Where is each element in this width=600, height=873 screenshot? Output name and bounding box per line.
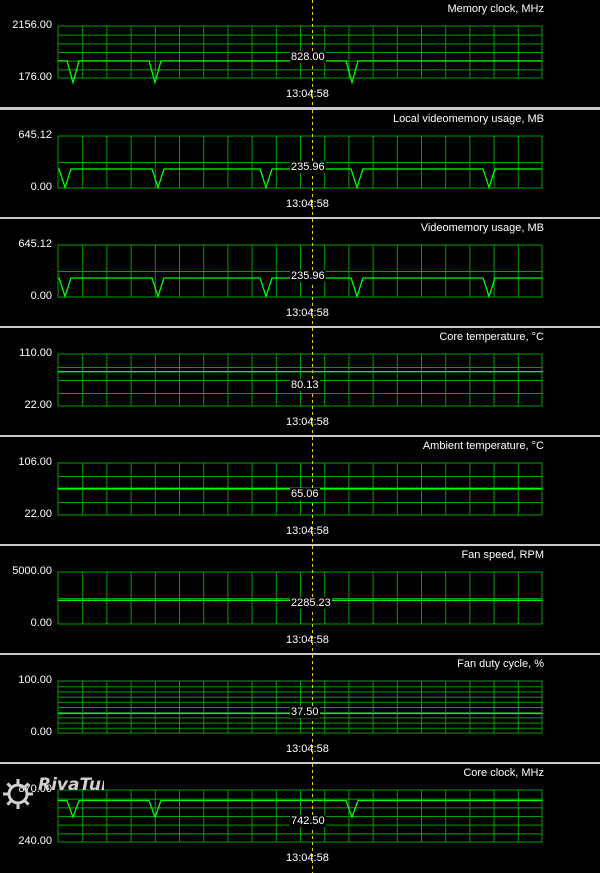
cursor-time-label: 13:04:58 bbox=[286, 88, 329, 100]
videomemory-graph[interactable]: Videomemory usage, MB 645.12 0.00 235.96 13:… bbox=[0, 219, 600, 326]
current-value-readout: 65.06 bbox=[290, 488, 320, 500]
graph-title: Core clock, MHz bbox=[463, 767, 544, 779]
y-axis-min-label: 0.00 bbox=[30, 617, 52, 629]
core-clock-series-line bbox=[58, 799, 542, 820]
logo-text: RivaTuner bbox=[38, 775, 104, 795]
cursor-time-label: 13:04:58 bbox=[286, 525, 329, 537]
rivatuner-logo: RivaTuner bbox=[3, 775, 104, 809]
memory-clock-graph[interactable]: Memory clock, MHz 2156.00 176.00 828.00 13:0… bbox=[0, 0, 600, 107]
core-temperature-plot bbox=[57, 328, 543, 435]
y-axis-min-label: 22.00 bbox=[24, 508, 52, 520]
graph-title: Fan speed, RPM bbox=[461, 549, 544, 561]
y-axis-min-label: 0.00 bbox=[30, 181, 52, 193]
fan-duty-cycle-plot bbox=[57, 655, 543, 762]
core-temperature-graph[interactable]: Core temperature, °C 110.00 22.00 80.13 13:0… bbox=[0, 328, 600, 435]
gear-icon bbox=[3, 779, 33, 809]
y-axis-min-label: 176.00 bbox=[18, 71, 52, 83]
y-axis-min-label: 22.00 bbox=[24, 399, 52, 411]
local-videomemory-graph[interactable]: Local videomemory usage, MB 645.12 0.00 235… bbox=[0, 110, 600, 217]
current-value-readout: 742.50 bbox=[290, 815, 326, 827]
graph-title: Ambient temperature, °C bbox=[422, 440, 544, 452]
current-value-readout: 235.96 bbox=[290, 270, 326, 282]
cursor-time-label: 13:04:58 bbox=[286, 634, 329, 646]
y-axis-max-label: 2156.00 bbox=[12, 19, 52, 31]
cursor-time-label: 13:04:58 bbox=[286, 743, 329, 755]
graph-title: Memory clock, MHz bbox=[447, 3, 544, 15]
current-value-readout: 80.13 bbox=[290, 379, 320, 391]
y-axis-min-label: 240.00 bbox=[18, 835, 52, 847]
fan-speed-graph[interactable]: Fan speed, RPM 5000.00 0.00 2285.23 13:04:58 bbox=[0, 546, 600, 653]
cursor-time-label: 13:04:58 bbox=[286, 852, 329, 864]
y-axis-max-label: 110.00 bbox=[19, 347, 52, 359]
y-axis-max-label: 645.12 bbox=[18, 129, 52, 141]
current-value-readout: 37.50 bbox=[290, 706, 320, 718]
y-axis-max-label: 5000.00 bbox=[12, 565, 52, 577]
y-axis-max-label: 106.00 bbox=[18, 456, 52, 468]
y-axis-max-label: 645.12 bbox=[18, 238, 52, 250]
y-axis-min-label: 0.00 bbox=[30, 290, 52, 302]
current-value-readout: 235.96 bbox=[290, 161, 326, 173]
graph-title: Local videomemory usage, MB bbox=[392, 113, 544, 125]
fan-duty-cycle-graph[interactable]: Fan duty cycle, % 100.00 0.00 37.50 13:04:58 bbox=[0, 655, 600, 762]
ambient-temperature-graph[interactable]: Ambient temperature, °C 106.00 22.00 65.06 1… bbox=[0, 437, 600, 544]
cursor-time-label: 13:04:58 bbox=[286, 198, 329, 210]
current-value-readout: 828.00 bbox=[290, 51, 326, 63]
y-axis-min-label: 0.00 bbox=[30, 726, 52, 738]
graph-title: Fan duty cycle, % bbox=[457, 658, 544, 670]
current-value-readout: 2285.23 bbox=[290, 597, 332, 609]
cursor-time-label: 13:04:58 bbox=[286, 307, 329, 319]
graph-title: Core temperature, °C bbox=[439, 331, 544, 343]
graph-title: Videomemory usage, MB bbox=[420, 222, 544, 234]
core-clock-graph[interactable]: Core clock, MHz 870.00 240.00 742.50 13:04:5… bbox=[0, 764, 600, 873]
cursor-time-label: 13:04:58 bbox=[286, 416, 329, 428]
y-axis-max-label: 100.00 bbox=[18, 674, 52, 686]
videomemory-plot bbox=[57, 219, 543, 326]
